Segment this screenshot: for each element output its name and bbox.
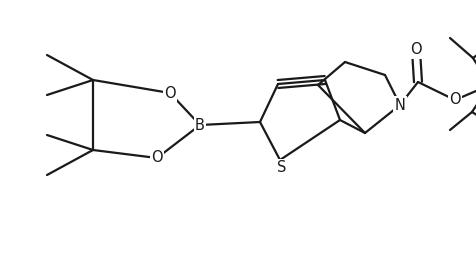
Text: B: B bbox=[195, 118, 205, 133]
Text: O: O bbox=[164, 86, 176, 101]
Text: N: N bbox=[394, 98, 405, 113]
Text: O: O bbox=[409, 42, 421, 57]
Text: O: O bbox=[151, 151, 162, 166]
Text: O: O bbox=[448, 93, 460, 107]
Text: S: S bbox=[277, 160, 286, 176]
